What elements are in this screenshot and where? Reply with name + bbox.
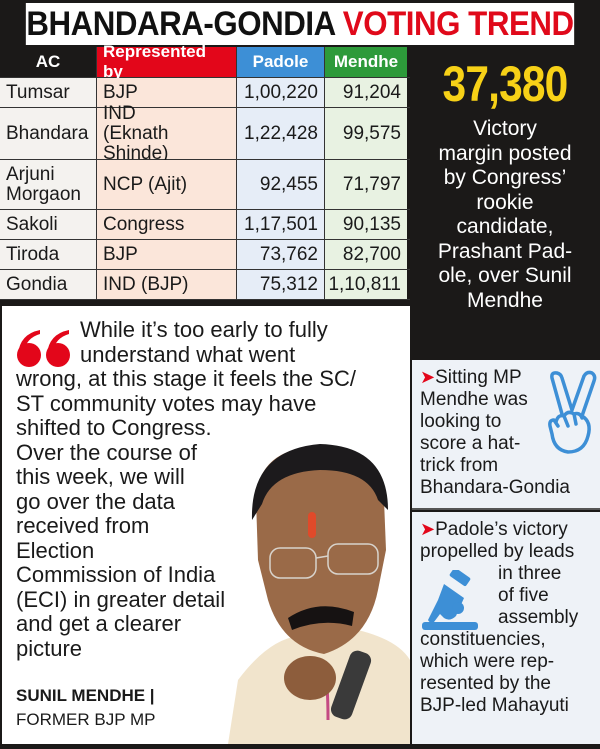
bullet-line: BJP-led Mahayuti [420, 695, 569, 716]
victory-hand-icon [548, 370, 597, 454]
bottom-border [0, 744, 600, 749]
caption-line: margin posted [438, 141, 572, 165]
header-padole: Padole [237, 47, 325, 77]
quote-line: received from [16, 513, 150, 538]
bullet-line: of five [498, 585, 549, 606]
quote-text: While it’s too early to fully understand… [16, 317, 406, 661]
victory-margin-caption: Victory margin posted by Congress’ rooki… [410, 117, 600, 313]
caption-line: ole, over Sunil [438, 264, 572, 287]
table-row: Tiroda BJP 73,762 82,700 [0, 240, 410, 270]
cell-ac: Gondia [0, 270, 97, 299]
cell-padole: 92,455 [237, 160, 325, 209]
table-header: AC Represented by Padole Mendhe [0, 42, 410, 81]
victory-margin-number: 37,380 [442, 56, 569, 112]
quote-line: Election [16, 537, 95, 563]
cell-rep: IND (Eknath Shinde) [97, 103, 237, 163]
header-ac: AC [0, 47, 97, 77]
cell-padole: 1,17,501 [237, 210, 325, 239]
cell-ac: Bhandara [0, 108, 97, 159]
bullet-line: looking to [420, 411, 502, 432]
cell-padole: 1,00,220 [237, 78, 325, 107]
caption-line: by Congress’ [443, 166, 567, 189]
cell-ac: Tiroda [0, 240, 97, 269]
quote-line: picture [16, 635, 83, 661]
quote-mark-icon [17, 330, 70, 367]
cell-mendhe: 82,700 [325, 240, 407, 269]
caption-line: Victory [473, 117, 537, 140]
bullet-line: resented by the [420, 673, 551, 694]
bullet-line: propelled by leads [420, 541, 575, 562]
quote-line: wrong, at this stage it feels the SC/ [16, 366, 356, 391]
title-part-black: BHANDARA-GONDIA [26, 5, 335, 43]
bullet-line: score a hat- [420, 433, 521, 454]
cell-rep: BJP [97, 240, 237, 269]
cell-padole: 73,762 [237, 240, 325, 269]
victory-margin-panel: 37,380 Victory margin posted by Congress… [410, 47, 600, 357]
cell-mendhe: 99,575 [325, 108, 407, 159]
quote-line: go over the data [16, 488, 176, 514]
bullet-sitting-mp: ➤Sitting MP Mendhe was looking to score … [412, 360, 600, 510]
cell-rep: BJP [97, 78, 237, 107]
title-part-red: VOTING TREND [342, 5, 574, 43]
quote-line: Commission of India [16, 562, 216, 587]
table-row: Bhandara IND (Eknath Shinde) 1,22,428 99… [0, 103, 410, 163]
quote-line: this week, we will [16, 464, 185, 489]
page-title: BHANDARA-GONDIA VOTING TREND [25, 3, 575, 45]
cell-ac: Tumsar [0, 78, 97, 107]
caption-line: Prashant Pad- [437, 239, 573, 263]
cell-rep: IND (BJP) [97, 270, 237, 299]
ac-line1: Arjuni [6, 163, 55, 185]
header-represented-by: Represented by [97, 42, 237, 81]
cell-mendhe: 91,204 [325, 78, 407, 107]
table-row: Gondia IND (BJP) 75,312 1,10,811 [0, 270, 410, 300]
bullet-line: constituencies, [420, 629, 546, 650]
cell-ac: Sakoli [0, 210, 97, 239]
caption-line: Mendhe [467, 288, 543, 312]
cell-mendhe: 71,797 [325, 160, 407, 209]
arrow-icon: ➤ [420, 519, 436, 539]
ac-line2: Morgaon [6, 183, 81, 205]
bullet-line: in three [498, 563, 562, 584]
bullet-line: Sitting MP [435, 367, 522, 388]
cell-padole: 1,22,428 [237, 108, 325, 159]
bullet-line: Padole’s victory [435, 519, 568, 540]
table-row: Tumsar BJP 1,00,220 91,204 [0, 78, 410, 108]
bullet-padole-victory: ➤Padole’s victory propelled by leads in … [412, 512, 600, 744]
caption-line: rookie [476, 190, 534, 214]
header-mendhe: Mendhe [325, 47, 407, 77]
rep-line2: (Eknath Shinde) [103, 122, 169, 164]
quote-line: Over the course of [16, 439, 197, 465]
bullet-line: which were rep- [420, 651, 555, 672]
speaker-photo [228, 444, 410, 744]
cell-ac: Arjuni Morgaon [0, 160, 97, 209]
quote-line: understand what went [80, 341, 296, 367]
quote-attribution: SUNIL MENDHE | FORMER BJP MP [16, 684, 155, 732]
bullet-line: Mendhe was [420, 389, 528, 410]
quote-line: shifted to Congress. [16, 415, 212, 440]
quote-line: (ECI) in greater detail [16, 586, 226, 612]
arrow-icon: ➤ [420, 367, 436, 387]
speaker-name: SUNIL MENDHE | [16, 686, 155, 705]
table-row: Arjuni Morgaon NCP (Ajit) 92,455 71,797 [0, 160, 410, 210]
table-row: Sakoli Congress 1,17,501 90,135 [0, 210, 410, 240]
bullet-line: assembly [498, 607, 579, 628]
bullet-line: Bhandara-Gondia [420, 477, 570, 498]
caption-line: candidate, [456, 215, 554, 238]
bullet-line: trick from [420, 455, 499, 476]
cell-rep: Congress [97, 210, 237, 239]
cell-rep: NCP (Ajit) [97, 160, 237, 209]
cell-mendhe: 90,135 [325, 210, 407, 239]
rep-line1: IND [103, 102, 136, 124]
cell-mendhe: 1,10,811 [325, 270, 407, 299]
results-table: AC Represented by Padole Mendhe Tumsar B… [0, 42, 410, 300]
quote-line: and get a clearer [16, 611, 182, 636]
ballot-vote-icon [422, 570, 478, 630]
quote-line: While it’s too early to fully [80, 317, 328, 342]
speaker-role: FORMER BJP MP [16, 710, 156, 729]
quote-line: ST community votes may have [16, 390, 317, 416]
cell-padole: 75,312 [237, 270, 325, 299]
